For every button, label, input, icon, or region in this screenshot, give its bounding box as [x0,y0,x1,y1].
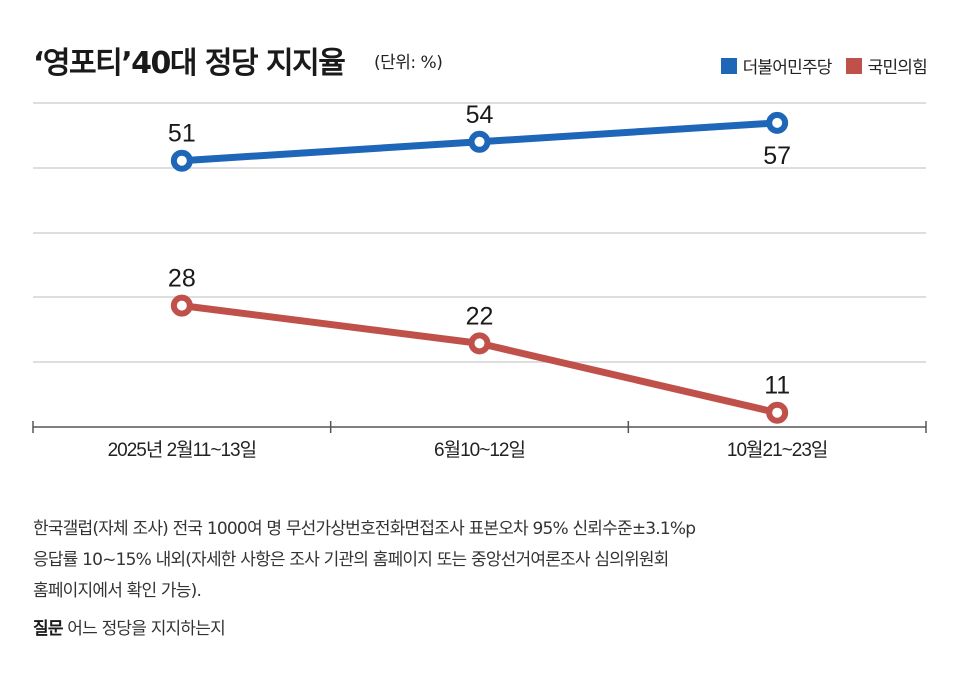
data-point [766,111,789,134]
x-tick-label: 2025년 2월11~13일 [108,439,257,461]
unit-label: (단위: %) [374,53,443,73]
source-note-line-1: 한국갤럽(자체 조사) 전국 1000여 명 무선가상번호전화면접조사 표본오차… [33,519,696,539]
source-note-line-2: 응답률 10~15% 내외(자세한 사항은 조사 기관의 홈페이지 또는 중앙선… [33,550,669,570]
data-label: 22 [466,302,494,330]
question-label: 질문 [33,619,63,639]
question-note: 질문 어느 정당을 지지하는지 [33,619,226,639]
data-label: 11 [764,372,790,400]
data-label: 57 [763,142,791,170]
data-point [468,130,491,153]
legend-label-democratic: 더불어민주당 [742,58,833,78]
legend-swatch-ppp [845,57,862,74]
data-point [170,149,193,172]
chart-title: ‘영포티’40대 정당 지지율 [33,46,346,81]
legend-item-democratic: 더불어민주당 [720,53,833,78]
legend: 더불어민주당 국민의힘 [720,53,928,78]
legend-swatch-democratic [720,57,737,74]
data-label: 54 [466,101,494,129]
data-label: 51 [168,120,196,148]
source-note-line-3: 홈페이지에서 확인 가능). [33,581,202,601]
data-point [468,332,491,355]
data-label: 28 [168,265,196,293]
data-point [766,401,789,424]
question-text: 어느 정당을 지지하는지 [67,619,225,639]
legend-item-ppp: 국민의힘 [845,53,928,78]
x-tick-label: 6월10~12일 [434,439,525,461]
line-chart: 2025년 2월11~13일 6월10~12일 10월21~23일 51 54 57 28 2… [32,101,927,461]
data-point [170,294,193,317]
x-tick-label: 10월21~23일 [727,439,827,461]
legend-label-ppp: 국민의힘 [867,58,928,78]
